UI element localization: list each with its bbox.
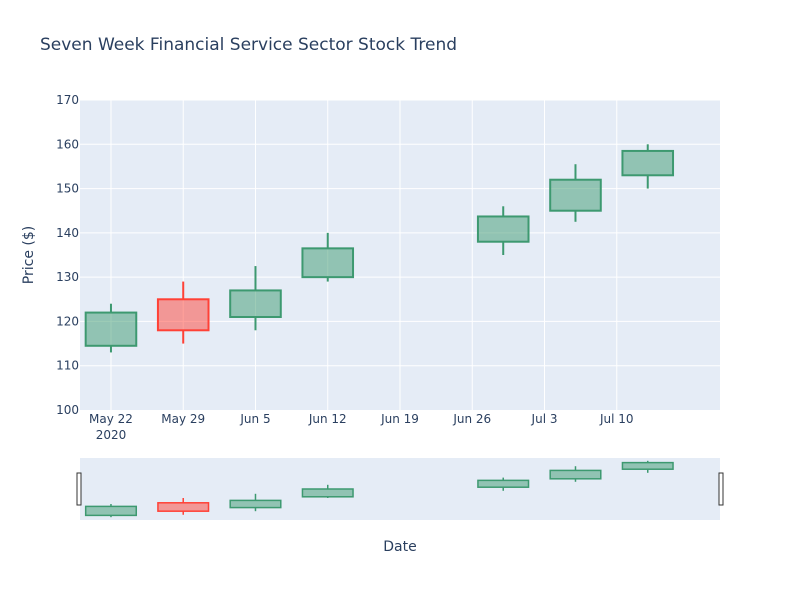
y-axis-title: Price ($) — [21, 226, 37, 284]
x-tick-label: Jul 10 — [599, 412, 634, 426]
range-slider-right-handle[interactable] — [718, 472, 724, 506]
y-tick-label: 170 — [56, 93, 79, 107]
decreasing-candle — [156, 281, 210, 344]
candle-body — [621, 149, 675, 177]
range-slider-left-handle[interactable] — [76, 472, 82, 506]
x-tick-label: Jun 19 — [380, 412, 419, 426]
main-plot-area: 100 110 120 130 140 150 160 170 May 22 2020 May 29… — [56, 93, 720, 442]
candle-body — [621, 461, 674, 470]
increasing-candle-mini — [549, 466, 602, 482]
x-axis-title: Date — [383, 539, 416, 555]
candle-body — [84, 311, 138, 347]
y-tick-label: 100 — [56, 403, 79, 417]
y-tick-label: 140 — [56, 226, 79, 240]
increasing-candle — [549, 164, 602, 222]
candle-body — [477, 479, 530, 488]
range-slider[interactable] — [76, 458, 724, 520]
increasing-candle — [229, 266, 282, 331]
candle-body — [549, 178, 602, 212]
increasing-candle — [621, 144, 675, 189]
x-tick-year-label: 2020 — [96, 428, 127, 442]
increasing-candle-mini — [477, 477, 530, 491]
y-tick-label: 160 — [56, 137, 79, 151]
increasing-candle-mini — [301, 484, 354, 498]
y-tick-label: 110 — [56, 359, 79, 373]
x-tick-label: Jun 12 — [308, 412, 347, 426]
decreasing-candle-mini — [157, 497, 210, 515]
candle-body — [84, 505, 138, 517]
x-tick-label: May 22 — [89, 412, 133, 426]
y-tick-label: 150 — [56, 182, 79, 196]
candle-body — [549, 469, 602, 480]
increasing-candle — [84, 303, 138, 353]
candle-body — [157, 502, 210, 512]
candle-body — [229, 289, 282, 318]
increasing-candle — [476, 206, 530, 255]
chart-title: Seven Week Financial Service Sector Stoc… — [40, 35, 457, 55]
candle-body — [301, 488, 354, 498]
increasing-candle — [301, 232, 355, 282]
increasing-candle-mini — [229, 493, 282, 512]
x-tick-label: Jun 5 — [239, 412, 270, 426]
x-tick-label: Jun 26 — [452, 412, 491, 426]
y-tick-label: 120 — [56, 314, 79, 328]
x-tick-label: May 29 — [161, 412, 205, 426]
increasing-candle-mini — [84, 503, 138, 518]
y-tick-label: 130 — [56, 270, 79, 284]
candle-body — [156, 298, 210, 332]
candle-body — [476, 215, 530, 243]
candle-body — [301, 247, 355, 279]
increasing-candle-mini — [621, 460, 674, 473]
x-tick-label: Jul 3 — [531, 412, 558, 426]
candle-body — [229, 499, 282, 509]
